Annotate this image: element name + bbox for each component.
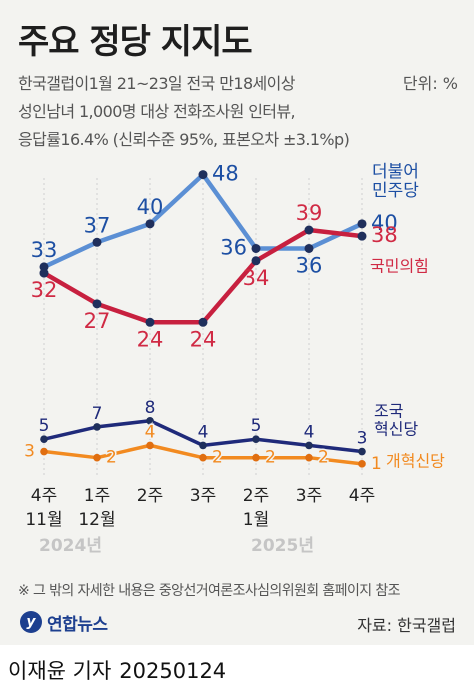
subtitle-line-1: 한국갤럽이1월 21~23일 전국 만18세이상 — [18, 74, 295, 93]
footnote: ※ 그 밖의 자세한 내용은 중앙선거여론조사심의위원회 홈페이지 참조 — [18, 583, 401, 599]
series-3-value-1: 2 — [106, 448, 117, 468]
legend-label-1-0: 국민의힘 — [370, 257, 429, 276]
series-3-point-5 — [305, 453, 313, 462]
series-3-value-5: 2 — [318, 448, 329, 468]
series-2-value-2: 8 — [145, 398, 156, 418]
series-3-point-3 — [199, 453, 207, 462]
series-0-point-2 — [145, 219, 155, 229]
series-0-point-4 — [251, 243, 261, 253]
series-2-point-1 — [93, 423, 101, 431]
year-label-1: 2025년 — [251, 536, 314, 556]
series-2-value-0: 5 — [39, 416, 50, 436]
x-tick-sublabel-1: 12월 — [78, 510, 115, 530]
x-tick-label-4: 2주 — [243, 486, 269, 506]
legend-label-2-0: 조국 — [374, 402, 403, 421]
series-1-value-3: 24 — [190, 327, 217, 351]
x-tick-label-0: 4주 — [31, 486, 57, 506]
series-1-point-2 — [145, 317, 155, 327]
series-1-point-4 — [251, 256, 261, 266]
legend-label-0-0: 더불어 — [372, 162, 419, 182]
series-0-value-5: 36 — [296, 253, 323, 277]
x-tick-label-2: 2주 — [137, 486, 163, 506]
series-2-point-5 — [305, 441, 313, 450]
series-2-point-6 — [358, 447, 366, 456]
series-1-value-0: 32 — [31, 278, 58, 302]
series-1-point-6 — [357, 231, 367, 241]
yonhap-logo: y 연합뉴스 — [20, 608, 108, 636]
series-3-value-3: 2 — [212, 448, 223, 468]
series-1-value-1: 27 — [84, 309, 111, 333]
series-0-value-3: 48 — [212, 162, 239, 186]
series-2-point-4 — [252, 435, 260, 444]
series-2-value-1: 7 — [92, 404, 103, 424]
series-3-point-1 — [93, 453, 101, 462]
series-1-value-4: 34 — [243, 266, 270, 290]
series-3-value-0: 3 — [24, 442, 35, 462]
infographic-card: 주요 정당 지지도 한국갤럽이1월 21~23일 전국 만18세이상 성인남녀 … — [0, 0, 474, 645]
series-2-value-3: 4 — [198, 422, 209, 442]
x-tick-sublabel-4: 1월 — [243, 510, 269, 530]
logo-text: 연합뉴스 — [47, 614, 108, 635]
subtitle-line-3: 응답률16.4% (신뢰수준 95%, 표본오차 ±3.1%p) — [18, 130, 350, 149]
series-0-point-6 — [357, 219, 367, 229]
x-tick-sublabel-0: 11월 — [25, 510, 62, 530]
source-label: 자료: 한국갤럽 — [357, 616, 456, 635]
series-0-value-0: 33 — [31, 238, 58, 262]
byline: 이재윤 기자 20250124 — [8, 655, 226, 685]
series-3-point-0 — [40, 447, 48, 456]
legend-label-0-1: 민주당 — [372, 181, 419, 201]
series-3-point-6 — [358, 460, 366, 468]
series-2-value-6: 3 — [357, 429, 368, 449]
series-0-value-1: 37 — [84, 213, 111, 237]
publish-date: 20250124 — [119, 659, 227, 683]
series-2-value-5: 4 — [304, 422, 315, 442]
series-1-value-2: 24 — [137, 327, 164, 351]
legend-label-2-1: 혁신당 — [374, 420, 418, 439]
series-0-point-3 — [198, 170, 208, 180]
subtitle-line-2: 성인남녀 1,000명 대상 전화조사원 인터뷰, — [18, 102, 296, 121]
series-1-value-6: 38 — [371, 223, 398, 247]
series-0-value-2: 40 — [137, 195, 164, 219]
reporter-name: 이재윤 기자 — [8, 659, 112, 683]
series-3-point-4 — [252, 453, 260, 462]
series-1-point-1 — [92, 299, 102, 309]
series-1-point-0 — [39, 268, 49, 278]
series-1-point-3 — [198, 317, 208, 327]
year-label-0: 2024년 — [39, 536, 102, 556]
legend-label-3-0: 개혁신당 — [386, 452, 445, 471]
series-3-value-2: 4 — [145, 422, 156, 442]
series-2-value-4: 5 — [251, 416, 262, 436]
series-3-point-2 — [146, 441, 154, 450]
x-tick-label-5: 3주 — [296, 486, 322, 506]
series-0-point-0 — [39, 262, 49, 272]
series-1-value-5: 39 — [296, 201, 323, 225]
unit-label: 단위: % — [402, 74, 458, 93]
x-tick-label-1: 1주 — [84, 486, 110, 506]
series-0-point-5 — [304, 243, 314, 253]
series-2-point-2 — [146, 416, 154, 425]
series-2-point-0 — [40, 435, 48, 444]
x-tick-label-3: 3주 — [190, 486, 216, 506]
series-1-point-5 — [304, 225, 314, 235]
x-tick-label-6: 4주 — [349, 486, 375, 506]
series-0-value-4: 36 — [220, 235, 247, 259]
chart-title: 주요 정당 지지도 — [18, 22, 253, 62]
series-2-point-3 — [199, 441, 207, 450]
series-3-value-6: 1 — [371, 454, 382, 474]
series-0-point-1 — [92, 237, 102, 247]
yonhap-logo-icon: y — [20, 611, 42, 633]
series-3-value-4: 2 — [265, 448, 276, 468]
series-0-value-6: 40 — [371, 211, 398, 235]
